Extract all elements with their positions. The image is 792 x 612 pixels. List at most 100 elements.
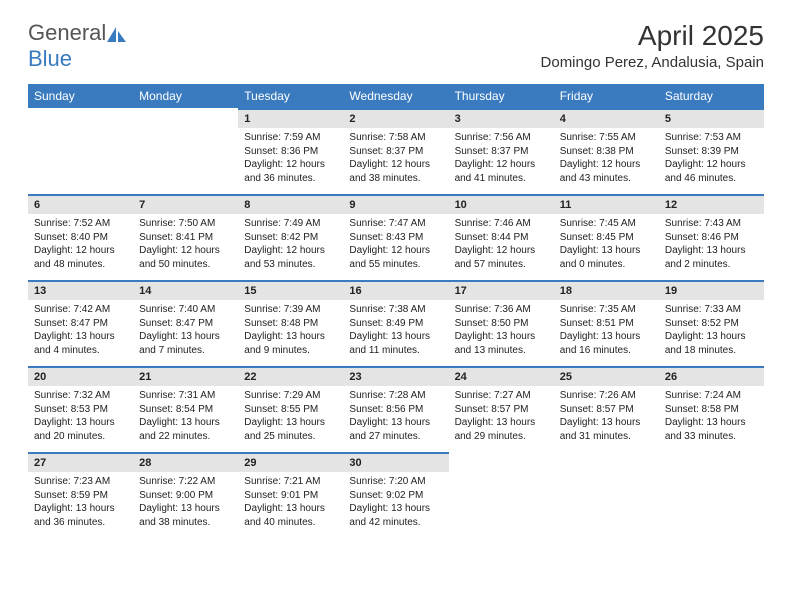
month-title: April 2025 [541, 20, 764, 52]
day-details: Sunrise: 7:21 AMSunset: 9:01 PMDaylight:… [238, 472, 343, 532]
sunset-line: Sunset: 8:45 PM [560, 231, 653, 245]
sunrise-line: Sunrise: 7:55 AM [560, 131, 653, 145]
sunset-line: Sunset: 8:52 PM [665, 317, 758, 331]
day-number: 12 [659, 194, 764, 214]
day-number: 19 [659, 280, 764, 300]
sunrise-value: 7:35 AM [599, 304, 636, 315]
sunset-value: 9:00 PM [176, 490, 213, 501]
sunrise-value: 7:21 AM [284, 476, 321, 487]
calendar-cell-empty [449, 452, 554, 538]
day-number: 2 [343, 108, 448, 128]
daylight-label: Daylight: [244, 245, 286, 256]
sunset-value: 8:51 PM [596, 318, 633, 329]
sunrise-label: Sunrise: [244, 390, 283, 401]
calendar-cell: 19Sunrise: 7:33 AMSunset: 8:52 PMDayligh… [659, 280, 764, 366]
day-number: 18 [554, 280, 659, 300]
sunset-line: Sunset: 8:46 PM [665, 231, 758, 245]
day-details: Sunrise: 7:55 AMSunset: 8:38 PMDaylight:… [554, 128, 659, 188]
sunset-line: Sunset: 8:44 PM [455, 231, 548, 245]
calendar-cell-empty [554, 452, 659, 538]
day-number: 7 [133, 194, 238, 214]
sunrise-label: Sunrise: [455, 132, 494, 143]
sunset-line: Sunset: 8:49 PM [349, 317, 442, 331]
sunset-label: Sunset: [244, 318, 281, 329]
daylight-line: Daylight: 13 hours and 16 minutes. [560, 330, 653, 357]
sunset-value: 8:41 PM [176, 232, 213, 243]
sunset-value: 8:47 PM [71, 318, 108, 329]
daylight-line: Daylight: 12 hours and 48 minutes. [34, 244, 127, 271]
daylight-line: Daylight: 13 hours and 33 minutes. [665, 416, 758, 443]
calendar-cell: 2Sunrise: 7:58 AMSunset: 8:37 PMDaylight… [343, 108, 448, 194]
sunrise-value: 7:43 AM [704, 218, 741, 229]
sunset-value: 8:59 PM [71, 490, 108, 501]
sunrise-label: Sunrise: [665, 390, 704, 401]
calendar-cell: 18Sunrise: 7:35 AMSunset: 8:51 PMDayligh… [554, 280, 659, 366]
day-number: 25 [554, 366, 659, 386]
sunset-line: Sunset: 8:42 PM [244, 231, 337, 245]
sunset-value: 8:49 PM [386, 318, 423, 329]
sunrise-label: Sunrise: [244, 218, 283, 229]
sunrise-label: Sunrise: [455, 304, 494, 315]
day-number: 26 [659, 366, 764, 386]
calendar-cell-empty [659, 452, 764, 538]
calendar-cell: 23Sunrise: 7:28 AMSunset: 8:56 PMDayligh… [343, 366, 448, 452]
sunrise-value: 7:28 AM [389, 390, 426, 401]
sunset-value: 9:01 PM [281, 490, 318, 501]
daylight-line: Daylight: 13 hours and 7 minutes. [139, 330, 232, 357]
sunrise-label: Sunrise: [34, 476, 73, 487]
sunset-value: 8:36 PM [281, 146, 318, 157]
day-details: Sunrise: 7:31 AMSunset: 8:54 PMDaylight:… [133, 386, 238, 446]
daylight-label: Daylight: [349, 245, 391, 256]
sunset-line: Sunset: 8:37 PM [455, 145, 548, 159]
sunrise-value: 7:46 AM [494, 218, 531, 229]
daylight-line: Daylight: 12 hours and 55 minutes. [349, 244, 442, 271]
sunrise-line: Sunrise: 7:27 AM [455, 389, 548, 403]
day-details: Sunrise: 7:43 AMSunset: 8:46 PMDaylight:… [659, 214, 764, 274]
day-details: Sunrise: 7:26 AMSunset: 8:57 PMDaylight:… [554, 386, 659, 446]
daylight-label: Daylight: [244, 417, 286, 428]
calendar-cell-empty [133, 108, 238, 194]
sunrise-label: Sunrise: [665, 304, 704, 315]
sunset-label: Sunset: [665, 146, 702, 157]
sunrise-label: Sunrise: [349, 132, 388, 143]
sunset-line: Sunset: 8:38 PM [560, 145, 653, 159]
daylight-label: Daylight: [34, 417, 76, 428]
sunrise-line: Sunrise: 7:20 AM [349, 475, 442, 489]
sunrise-line: Sunrise: 7:28 AM [349, 389, 442, 403]
daylight-line: Daylight: 13 hours and 9 minutes. [244, 330, 337, 357]
calendar-cell: 10Sunrise: 7:46 AMSunset: 8:44 PMDayligh… [449, 194, 554, 280]
daylight-label: Daylight: [349, 331, 391, 342]
sunset-value: 8:48 PM [281, 318, 318, 329]
day-details: Sunrise: 7:52 AMSunset: 8:40 PMDaylight:… [28, 214, 133, 274]
day-details: Sunrise: 7:28 AMSunset: 8:56 PMDaylight:… [343, 386, 448, 446]
logo-text-main: General [28, 20, 106, 45]
sunrise-line: Sunrise: 7:45 AM [560, 217, 653, 231]
sunrise-value: 7:59 AM [284, 132, 321, 143]
day-details: Sunrise: 7:56 AMSunset: 8:37 PMDaylight:… [449, 128, 554, 188]
sunrise-value: 7:58 AM [389, 132, 426, 143]
calendar-cell: 5Sunrise: 7:53 AMSunset: 8:39 PMDaylight… [659, 108, 764, 194]
calendar-cell-empty [28, 108, 133, 194]
sunrise-label: Sunrise: [560, 218, 599, 229]
calendar-row: 13Sunrise: 7:42 AMSunset: 8:47 PMDayligh… [28, 280, 764, 366]
title-block: April 2025 Domingo Perez, Andalusia, Spa… [541, 20, 764, 71]
day-details: Sunrise: 7:45 AMSunset: 8:45 PMDaylight:… [554, 214, 659, 274]
sunrise-label: Sunrise: [349, 476, 388, 487]
sunset-label: Sunset: [244, 232, 281, 243]
sunrise-line: Sunrise: 7:38 AM [349, 303, 442, 317]
calendar-body: 1Sunrise: 7:59 AMSunset: 8:36 PMDaylight… [28, 108, 764, 538]
sunset-label: Sunset: [244, 146, 281, 157]
daylight-line: Daylight: 13 hours and 2 minutes. [665, 244, 758, 271]
daylight-label: Daylight: [665, 331, 707, 342]
sunset-label: Sunset: [665, 404, 702, 415]
day-number: 9 [343, 194, 448, 214]
calendar-head: SundayMondayTuesdayWednesdayThursdayFrid… [28, 84, 764, 108]
sunrise-label: Sunrise: [139, 476, 178, 487]
sunset-label: Sunset: [349, 404, 386, 415]
daylight-label: Daylight: [139, 417, 181, 428]
sunset-line: Sunset: 8:41 PM [139, 231, 232, 245]
day-number: 10 [449, 194, 554, 214]
day-number: 21 [133, 366, 238, 386]
daylight-line: Daylight: 13 hours and 4 minutes. [34, 330, 127, 357]
daylight-label: Daylight: [139, 245, 181, 256]
